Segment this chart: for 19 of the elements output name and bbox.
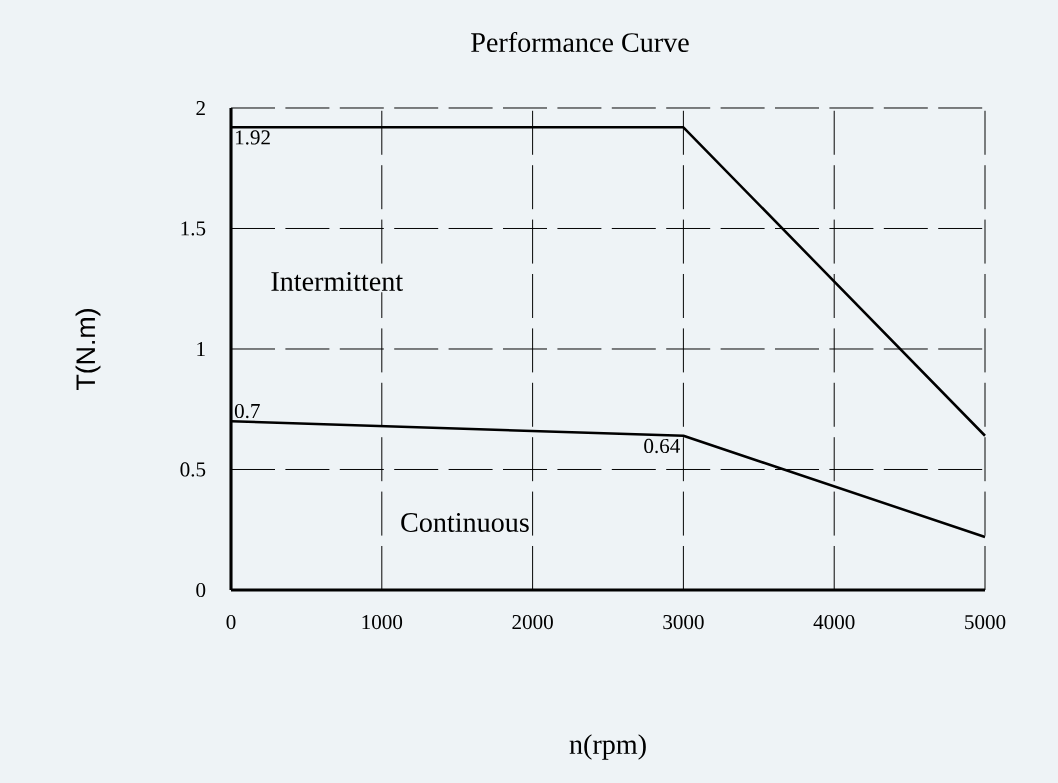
x-tick-label: 2000 [512, 614, 553, 630]
x-tick-label: 3000 [663, 614, 704, 630]
y-tick-label: 0 [196, 582, 206, 598]
y-tick-label: 0.5 [180, 462, 206, 477]
x-tick-label: 0 [226, 614, 236, 630]
y-tick-label: 1.5 [181, 221, 206, 236]
y-tick-label: 1 [197, 342, 205, 356]
annotation: Intermittent [271, 272, 403, 291]
y-tick-label: 2 [196, 101, 205, 115]
y-axis-title: T(N.m) [75, 309, 101, 390]
annotation: Continuous [401, 513, 529, 532]
x-tick-label: 4000 [813, 614, 855, 630]
x-axis-title: n(rpm) [569, 734, 646, 760]
data-label: 1.92 [235, 130, 270, 145]
x-tick-label: 5000 [965, 614, 1006, 630]
data-label: 0.64 [644, 438, 680, 454]
data-label: 0.7 [234, 403, 260, 419]
chart-title: Performance Curve [471, 31, 689, 53]
x-tick-label: 1000 [362, 614, 403, 630]
